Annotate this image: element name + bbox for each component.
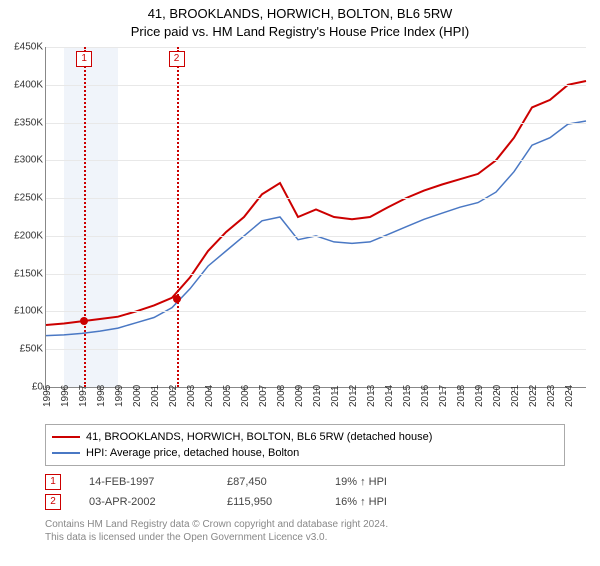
chart-title-address: 41, BROOKLANDS, HORWICH, BOLTON, BL6 5RW (0, 6, 600, 21)
annotation-pct: 19% ↑ HPI (335, 476, 435, 488)
x-axis-label: 2019 (474, 385, 485, 407)
x-axis-label: 1995 (42, 385, 53, 407)
gridline (46, 85, 586, 86)
annotation-pct: 16% ↑ HPI (335, 496, 435, 508)
annotation-price: £115,950 (227, 496, 307, 508)
chart-plot-svg (46, 47, 586, 387)
x-axis-label: 2013 (366, 385, 377, 407)
gridline (46, 47, 586, 48)
x-axis-label: 2014 (384, 385, 395, 407)
gridline (46, 198, 586, 199)
x-axis-label: 1999 (114, 385, 125, 407)
y-axis-label: £250K (3, 193, 43, 204)
chart-subtitle: Price paid vs. HM Land Registry's House … (0, 24, 600, 39)
x-axis-label: 2022 (528, 385, 539, 407)
x-axis-label: 2002 (168, 385, 179, 407)
y-axis-label: £0 (3, 382, 43, 393)
annotation-box: 2 (45, 494, 61, 510)
annotation-date: 14-FEB-1997 (89, 476, 199, 488)
gridline (46, 160, 586, 161)
x-axis-label: 1998 (96, 385, 107, 407)
legend-label: HPI: Average price, detached house, Bolt… (86, 447, 299, 459)
gridline (46, 311, 586, 312)
x-axis-label: 2011 (330, 385, 341, 407)
y-axis-label: £400K (3, 79, 43, 90)
x-axis-label: 2001 (150, 385, 161, 407)
y-axis-label: £150K (3, 268, 43, 279)
x-axis-label: 1996 (60, 385, 71, 407)
price-chart: £0£50K£100K£150K£200K£250K£300K£350K£400… (45, 47, 586, 388)
gridline (46, 274, 586, 275)
sale-marker-box: 1 (76, 51, 92, 67)
x-axis-label: 2008 (276, 385, 287, 407)
y-axis-label: £200K (3, 230, 43, 241)
sale-annotations: 1 14-FEB-1997 £87,450 19% ↑ HPI 2 03-APR-2002… (45, 472, 565, 512)
x-axis-label: 1997 (78, 385, 89, 407)
y-axis-label: £450K (3, 42, 43, 53)
annotation-price: £87,450 (227, 476, 307, 488)
x-axis-label: 2020 (492, 385, 503, 407)
chart-legend: 41, BROOKLANDS, HORWICH, BOLTON, BL6 5RW… (45, 424, 565, 466)
y-axis-label: £50K (3, 344, 43, 355)
gridline (46, 349, 586, 350)
gridline (46, 123, 586, 124)
sale-marker-dot (80, 317, 88, 325)
chart-footer: Contains HM Land Registry data © Crown c… (45, 518, 600, 544)
x-axis-label: 2006 (240, 385, 251, 407)
x-axis-label: 2015 (402, 385, 413, 407)
x-axis-label: 2012 (348, 385, 359, 407)
x-axis-label: 2023 (546, 385, 557, 407)
annotation-row: 2 03-APR-2002 £115,950 16% ↑ HPI (45, 492, 565, 512)
sale-marker-line (177, 47, 179, 387)
legend-swatch (52, 452, 80, 454)
y-axis-label: £350K (3, 117, 43, 128)
legend-label: 41, BROOKLANDS, HORWICH, BOLTON, BL6 5RW… (86, 431, 432, 443)
x-axis-label: 2016 (420, 385, 431, 407)
x-axis-label: 2004 (204, 385, 215, 407)
series-hpi (46, 121, 586, 336)
x-axis-label: 2021 (510, 385, 521, 407)
sale-marker-dot (173, 295, 181, 303)
sale-marker-box: 2 (169, 51, 185, 67)
sale-marker-line (84, 47, 86, 387)
x-axis-label: 2007 (258, 385, 269, 407)
x-axis-label: 2000 (132, 385, 143, 407)
y-axis-label: £100K (3, 306, 43, 317)
legend-swatch (52, 436, 80, 438)
footer-copyright: Contains HM Land Registry data © Crown c… (45, 518, 600, 531)
x-axis-label: 2018 (456, 385, 467, 407)
x-axis-label: 2024 (564, 385, 575, 407)
legend-item: 41, BROOKLANDS, HORWICH, BOLTON, BL6 5RW… (52, 429, 558, 445)
footer-licence: This data is licensed under the Open Gov… (45, 531, 600, 544)
x-axis-label: 2017 (438, 385, 449, 407)
legend-item: HPI: Average price, detached house, Bolt… (52, 445, 558, 461)
x-axis-label: 2009 (294, 385, 305, 407)
gridline (46, 236, 586, 237)
annotation-date: 03-APR-2002 (89, 496, 199, 508)
annotation-box: 1 (45, 474, 61, 490)
x-axis-label: 2005 (222, 385, 233, 407)
y-axis-label: £300K (3, 155, 43, 166)
x-axis-label: 2010 (312, 385, 323, 407)
series-property (46, 81, 586, 325)
annotation-row: 1 14-FEB-1997 £87,450 19% ↑ HPI (45, 472, 565, 492)
x-axis-label: 2003 (186, 385, 197, 407)
